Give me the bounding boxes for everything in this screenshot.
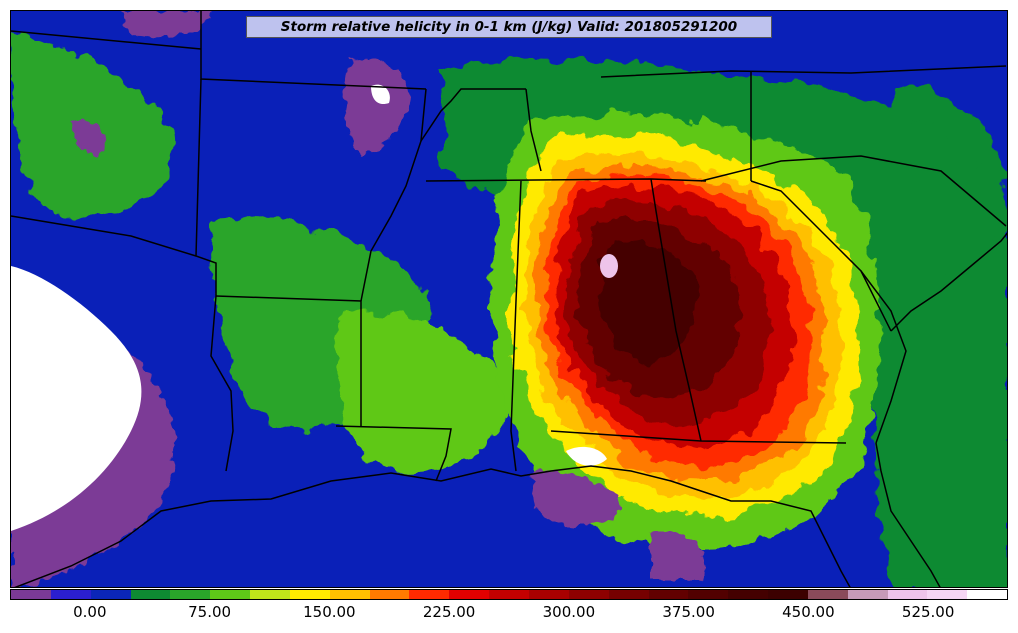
colorbar-swatch	[130, 590, 171, 599]
colorbar-swatch	[528, 590, 569, 599]
colorbar-swatch	[568, 590, 609, 599]
colorbar-swatch	[50, 590, 91, 599]
colorbar-swatch	[11, 590, 51, 599]
colorbar-tick-label: 150.00	[303, 603, 356, 621]
colorbar-swatch	[608, 590, 649, 599]
colorbar-swatch	[887, 590, 928, 599]
colorbar-tick-label: 0.00	[73, 603, 107, 621]
colorbar-swatch	[449, 590, 490, 599]
colorbar-swatch	[409, 590, 450, 599]
colorbar-tick-label: 75.00	[188, 603, 232, 621]
colorbar-swatch	[728, 590, 769, 599]
colorbar-swatch	[369, 590, 410, 599]
colorbar-swatch	[210, 590, 251, 599]
colorbar-swatch	[648, 590, 689, 599]
colorbar-swatch	[289, 590, 330, 599]
colorbar-swatch	[807, 590, 848, 599]
colorbar-swatch	[847, 590, 888, 599]
colorbar-ticks: 0.00 75.00 150.00 225.00 300.00 375.00 450.00 5…	[10, 601, 1008, 629]
colorbar-swatch	[170, 590, 211, 599]
colorbar-tick-label: 525.00	[901, 603, 955, 621]
map-title: Storm relative helicity in 0-1 km (J/kg)…	[246, 16, 772, 38]
atlantic-coastline	[875, 442, 941, 587]
colorbar-tick-label: 375.00	[662, 603, 715, 621]
colorbar-tick-label: 300.00	[542, 603, 596, 621]
colorbar-swatch	[250, 590, 290, 599]
map-panel	[10, 10, 1008, 588]
no-data-patch	[371, 84, 390, 105]
state-boundaries	[11, 11, 1007, 482]
gulf-coastline	[14, 465, 851, 587]
colorbar-swatch	[329, 590, 370, 599]
colorbar	[10, 589, 1008, 600]
colorbar-swatch	[489, 590, 529, 599]
no-data-region	[11, 266, 142, 531]
no-data-patch	[566, 446, 607, 466]
colorbar-swatch	[768, 590, 808, 599]
colorbar-tick-label: 225.00	[422, 603, 476, 621]
colorbar-swatch	[967, 590, 1008, 599]
colorbar-swatch	[90, 590, 131, 599]
colorbar-tick-label: 450.00	[782, 603, 835, 621]
carolina-coastline	[890, 232, 1007, 332]
helicity-field	[11, 31, 1007, 587]
helicity-map	[11, 11, 1007, 587]
peak-marker	[600, 254, 618, 278]
colorbar-swatch	[927, 590, 968, 599]
colorbar-swatch	[688, 590, 729, 599]
